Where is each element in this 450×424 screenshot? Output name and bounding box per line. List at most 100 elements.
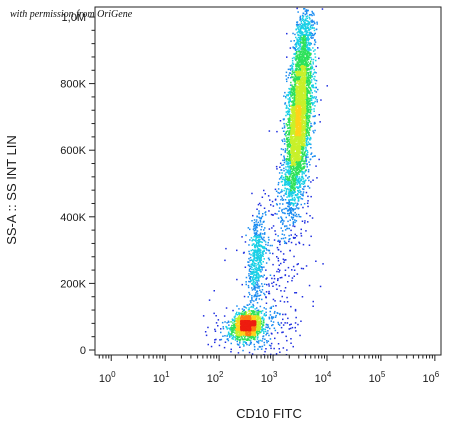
data-point	[307, 23, 310, 25]
data-point	[286, 227, 288, 230]
data-point	[298, 141, 300, 144]
data-point	[292, 123, 295, 126]
data-point	[287, 161, 290, 164]
data-point	[304, 48, 307, 50]
data-point	[261, 238, 263, 240]
data-point	[279, 300, 282, 302]
data-point	[301, 82, 304, 84]
data-point	[258, 329, 260, 332]
data-point	[294, 181, 297, 183]
data-point	[300, 83, 302, 85]
data-point	[309, 28, 312, 30]
data-point	[259, 285, 261, 288]
data-point	[303, 137, 306, 139]
data-point	[252, 252, 254, 255]
data-point	[293, 275, 295, 277]
data-point	[301, 146, 303, 149]
data-point	[264, 227, 266, 229]
data-point	[306, 93, 308, 96]
data-point	[280, 177, 282, 179]
data-point	[307, 58, 309, 60]
data-point	[299, 25, 301, 27]
data-point	[286, 152, 289, 154]
data-point	[290, 135, 292, 137]
data-point	[302, 155, 305, 157]
data-point	[268, 239, 270, 241]
data-point	[308, 50, 310, 52]
data-point	[305, 130, 308, 133]
data-point	[305, 62, 308, 65]
data-point	[311, 37, 313, 39]
data-point	[286, 32, 288, 35]
data-point	[296, 186, 298, 188]
data-point	[291, 57, 294, 60]
data-point	[286, 171, 288, 173]
data-point	[300, 103, 303, 105]
data-point	[236, 278, 238, 281]
data-point	[307, 111, 309, 113]
data-point	[238, 315, 241, 317]
data-point	[305, 50, 308, 52]
data-point	[305, 265, 308, 267]
data-point	[304, 80, 306, 82]
data-point	[292, 152, 294, 154]
data-point	[292, 213, 295, 216]
data-point	[308, 23, 311, 25]
data-point	[297, 159, 300, 161]
data-point	[257, 325, 259, 328]
data-point	[271, 200, 274, 203]
data-point	[309, 52, 312, 55]
data-point	[271, 333, 273, 335]
data-point	[298, 60, 301, 62]
data-point	[298, 49, 300, 52]
data-point	[289, 224, 291, 226]
data-point	[307, 169, 310, 171]
data-point	[252, 260, 254, 263]
data-point	[254, 281, 256, 284]
data-point	[295, 44, 297, 46]
data-point	[310, 66, 312, 68]
data-point	[311, 26, 314, 28]
data-point	[290, 207, 292, 209]
data-point	[259, 249, 261, 252]
data-point	[305, 133, 307, 135]
data-point	[289, 153, 291, 156]
data-point	[302, 178, 305, 180]
data-point	[287, 317, 289, 320]
data-point	[304, 58, 307, 60]
data-point	[307, 67, 310, 70]
data-point	[232, 319, 234, 322]
data-point	[260, 258, 262, 260]
data-point	[297, 79, 299, 82]
data-point	[289, 249, 291, 252]
data-point	[290, 185, 292, 187]
data-point	[294, 74, 297, 77]
data-point	[296, 49, 298, 51]
data-point	[255, 219, 258, 221]
data-point	[263, 266, 265, 268]
data-point	[252, 270, 254, 273]
data-point	[280, 217, 283, 219]
data-point	[292, 188, 295, 191]
data-point	[258, 320, 260, 323]
data-point	[272, 316, 275, 318]
data-point	[304, 122, 306, 125]
data-point	[293, 81, 296, 83]
data-point	[291, 279, 293, 282]
data-point	[304, 158, 307, 160]
data-point	[306, 111, 308, 113]
data-point	[263, 307, 265, 309]
data-point	[307, 73, 309, 75]
data-point	[301, 133, 303, 135]
data-point	[293, 162, 295, 164]
data-point	[269, 314, 272, 316]
data-point	[297, 143, 300, 145]
data-point	[254, 314, 256, 316]
data-point	[259, 244, 261, 246]
data-point	[302, 126, 305, 129]
data-point	[314, 155, 316, 157]
data-point	[257, 203, 260, 206]
data-point	[293, 144, 295, 146]
data-point	[267, 326, 270, 328]
data-point	[303, 68, 306, 70]
